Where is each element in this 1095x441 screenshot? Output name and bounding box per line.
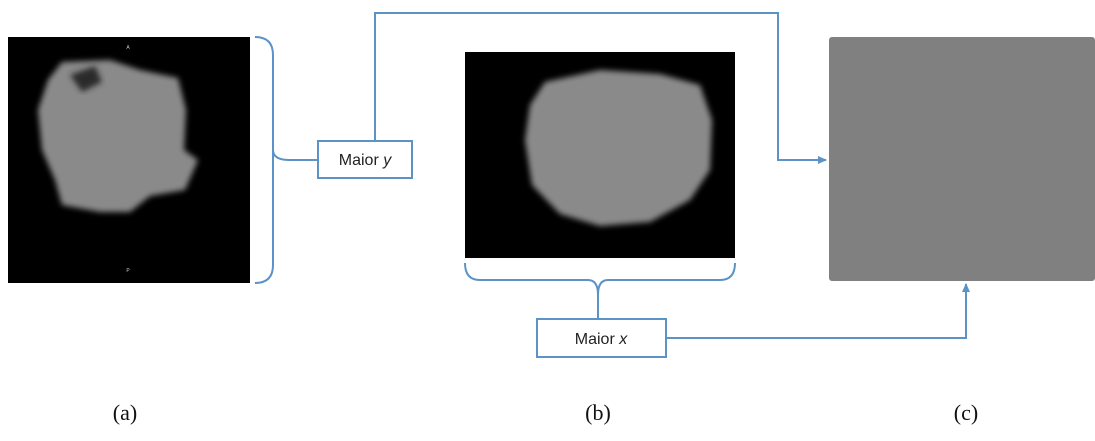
label-variable: y [382,152,392,169]
label-variable: x [618,331,628,348]
label-text: Maior [575,331,616,348]
label: Maior y [339,152,392,169]
label-text: Maior [339,152,380,169]
caption: (a) [113,400,137,425]
arrow [666,284,966,338]
label: Maior x [575,331,628,348]
caption: (c) [954,400,978,425]
image-a: A P [8,37,250,283]
bracket [465,263,735,295]
bracket [255,37,290,283]
image-b [465,52,735,258]
image-c [829,37,1095,281]
diagram: A P Maior y Maior x (a) (b) (c) [0,0,1095,441]
caption: (b) [585,400,611,425]
